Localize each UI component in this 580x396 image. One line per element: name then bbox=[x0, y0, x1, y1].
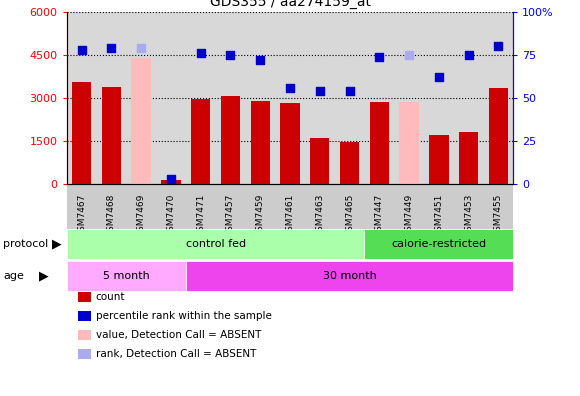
Bar bbox=[400, 102, 419, 184]
Bar bbox=[429, 135, 448, 184]
Bar bbox=[489, 88, 508, 184]
Text: ▶: ▶ bbox=[39, 269, 49, 282]
Point bbox=[107, 45, 116, 51]
Bar bbox=[459, 132, 478, 184]
Text: count: count bbox=[96, 292, 125, 302]
Point bbox=[166, 176, 176, 182]
Point bbox=[375, 53, 384, 60]
Bar bbox=[102, 86, 121, 184]
Point bbox=[285, 84, 295, 91]
Text: control fed: control fed bbox=[186, 239, 245, 249]
Text: 5 month: 5 month bbox=[103, 271, 150, 281]
Bar bbox=[310, 138, 329, 184]
Bar bbox=[221, 96, 240, 184]
Bar bbox=[340, 142, 359, 184]
Point bbox=[196, 50, 205, 56]
Bar bbox=[72, 82, 91, 184]
Text: percentile rank within the sample: percentile rank within the sample bbox=[96, 311, 271, 321]
Text: value, Detection Call = ABSENT: value, Detection Call = ABSENT bbox=[96, 330, 261, 340]
Point bbox=[345, 88, 354, 94]
Bar bbox=[251, 101, 270, 184]
Text: rank, Detection Call = ABSENT: rank, Detection Call = ABSENT bbox=[96, 349, 256, 359]
Text: ▶: ▶ bbox=[52, 238, 61, 251]
Bar bbox=[161, 180, 180, 184]
Bar bbox=[67, 261, 186, 291]
Point bbox=[464, 52, 473, 58]
Bar bbox=[186, 261, 513, 291]
Point bbox=[315, 88, 324, 94]
Bar bbox=[191, 99, 211, 184]
Bar bbox=[280, 103, 300, 184]
Text: age: age bbox=[3, 271, 24, 281]
Bar bbox=[364, 229, 513, 259]
Point bbox=[404, 52, 414, 58]
Point bbox=[226, 52, 235, 58]
Text: protocol: protocol bbox=[3, 239, 48, 249]
Point bbox=[494, 43, 503, 50]
Title: GDS355 / aa274159_at: GDS355 / aa274159_at bbox=[209, 0, 371, 10]
Bar bbox=[369, 102, 389, 184]
Text: 30 month: 30 month bbox=[322, 271, 376, 281]
Point bbox=[256, 57, 265, 63]
Point bbox=[434, 74, 444, 80]
Text: calorie-restricted: calorie-restricted bbox=[392, 239, 487, 249]
Point bbox=[77, 47, 86, 53]
Point bbox=[136, 45, 146, 51]
Bar bbox=[132, 58, 151, 184]
Bar bbox=[67, 229, 364, 259]
